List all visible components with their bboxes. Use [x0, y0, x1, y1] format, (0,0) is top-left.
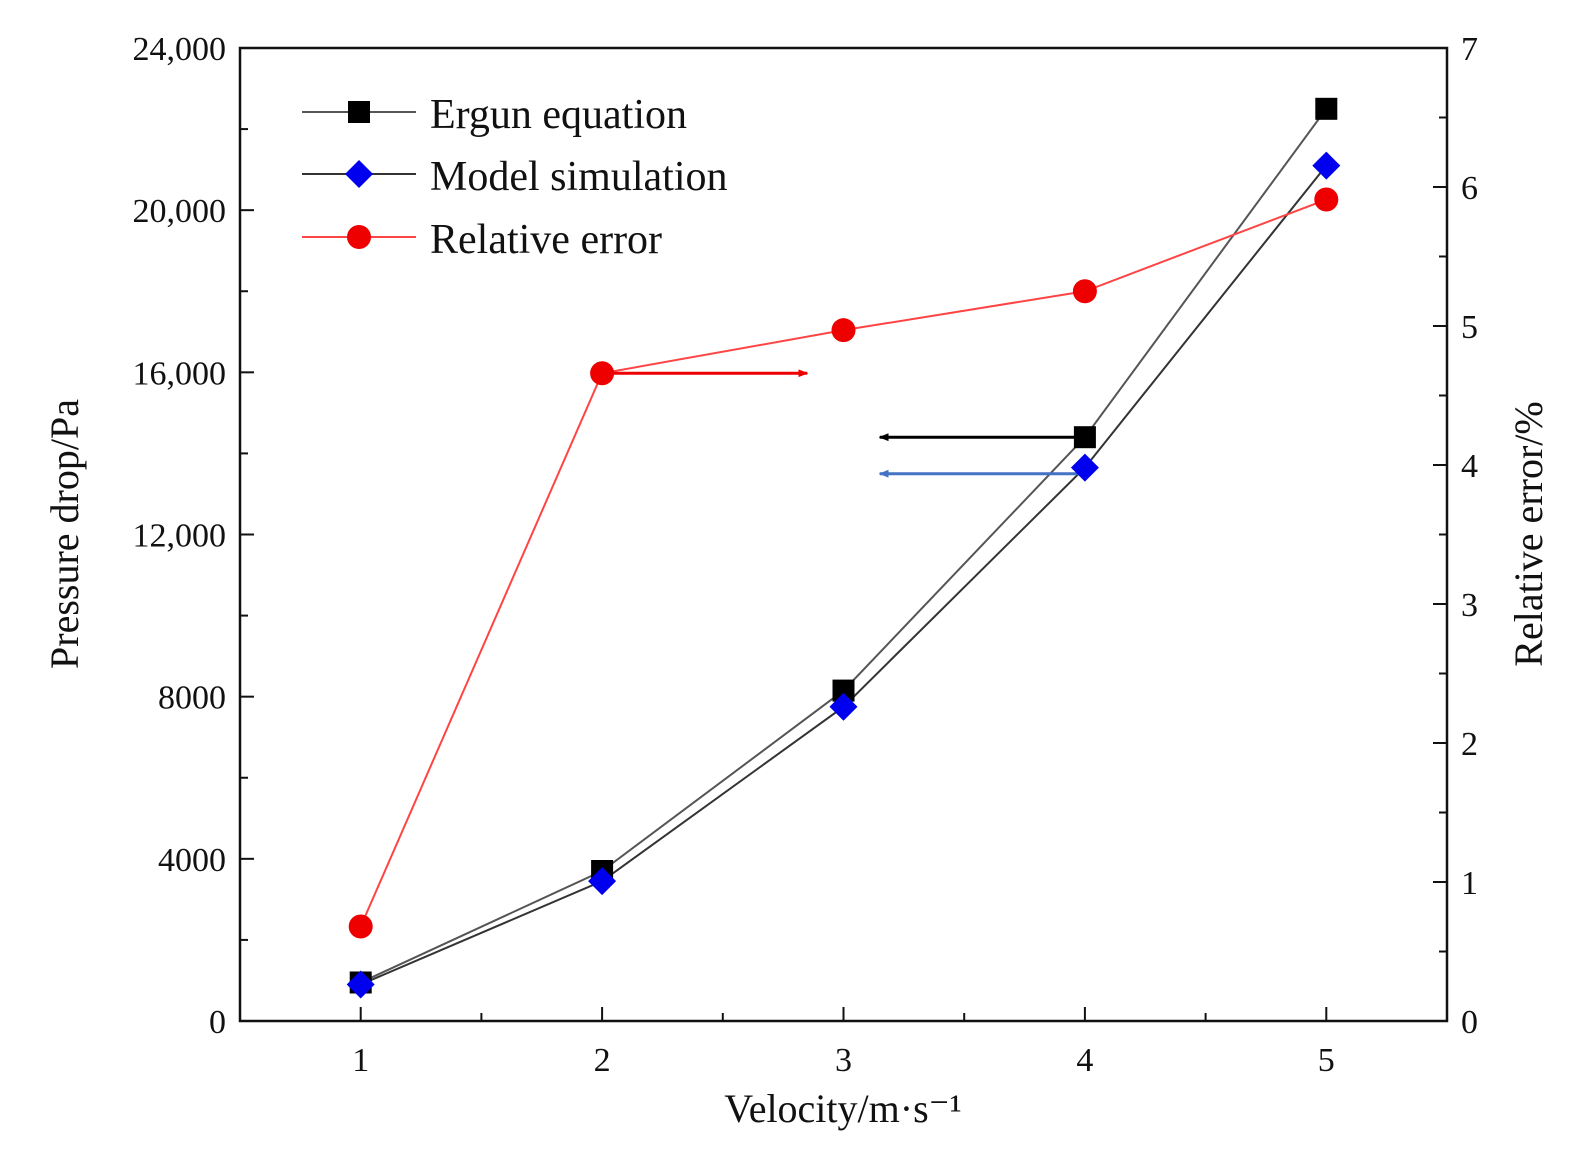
series-line-relative-error: [359, 198, 1327, 927]
legend-item-ergun: Ergun equation: [302, 92, 687, 138]
axis-ticks: [240, 47, 1447, 1022]
x-axis-title: Velocity/m·s⁻¹: [724, 1086, 962, 1131]
y-right-tick-label-5: 5: [1461, 309, 1478, 346]
point-ergun-equation-3: [832, 679, 855, 702]
point-relative-error-3: [831, 318, 856, 343]
annotation-arrows: [602, 369, 1085, 478]
axis-tick-labels: 1 2 3 4 5 0 4000 8000 12,000 16,000 20,000 24,000 0 1…: [133, 31, 1479, 1079]
x-tick-label-3: 3: [835, 1042, 852, 1079]
y-right-tick-label-6: 6: [1461, 170, 1478, 207]
y-left-tick-label-6: 24,000: [133, 31, 227, 68]
y-left-tick-label-1: 4000: [158, 842, 226, 879]
x-tick-label-2: 2: [594, 1042, 611, 1079]
y-right-tick-label-7: 7: [1461, 31, 1478, 68]
y-right-tick-label-0: 0: [1461, 1004, 1478, 1041]
x-tick-label-1: 1: [352, 1042, 369, 1079]
y-right-tick-label-2: 2: [1461, 726, 1478, 763]
y-left-tick-label-5: 20,000: [133, 193, 227, 230]
plot-frame: [238, 46, 1449, 1023]
y-left-axis-title: Pressure drop/Pa: [42, 399, 87, 669]
y-left-tick-label-2: 8000: [158, 680, 226, 717]
legend-item-model: Model simulation: [302, 154, 728, 200]
y-left-tick-label-4: 16,000: [133, 355, 227, 392]
point-model-simulation-2: [588, 867, 617, 896]
legend-marker-model: [345, 160, 373, 188]
point-ergun-equation-4: [1073, 426, 1096, 449]
y-right-tick-label-4: 4: [1461, 448, 1478, 485]
point-relative-error-1: [348, 914, 373, 939]
point-relative-error-2: [590, 361, 615, 386]
point-model-simulation-3: [829, 692, 858, 721]
point-model-simulation-4: [1070, 453, 1099, 482]
legend: Ergun equation Model simulation Relative…: [302, 92, 728, 263]
point-ergun-equation-5: [1315, 97, 1338, 120]
legend-label-relative-error: Relative error: [430, 217, 662, 263]
y-right-axis-title: Relative error/%: [1506, 401, 1551, 666]
point-relative-error-5: [1314, 187, 1339, 212]
legend-marker-relative-error: [347, 225, 371, 249]
series-line-model-simulation: [360, 164, 1328, 986]
series-markers: [346, 97, 1341, 999]
x-tick-label-4: 4: [1076, 1042, 1093, 1079]
legend-label-ergun: Ergun equation: [430, 92, 687, 138]
y-left-tick-label-3: 12,000: [133, 518, 227, 555]
x-tick-label-5: 5: [1318, 1042, 1335, 1079]
y-right-tick-label-3: 3: [1461, 587, 1478, 624]
legend-marker-ergun: [348, 101, 370, 123]
point-model-simulation-5: [1312, 151, 1341, 180]
y-right-tick-label-1: 1: [1461, 865, 1478, 902]
y-left-tick-label-0: 0: [209, 1004, 226, 1041]
point-model-simulation-1: [346, 970, 375, 999]
point-relative-error-4: [1072, 279, 1097, 304]
legend-item-relative-error: Relative error: [302, 217, 662, 263]
legend-label-model: Model simulation: [430, 154, 728, 200]
